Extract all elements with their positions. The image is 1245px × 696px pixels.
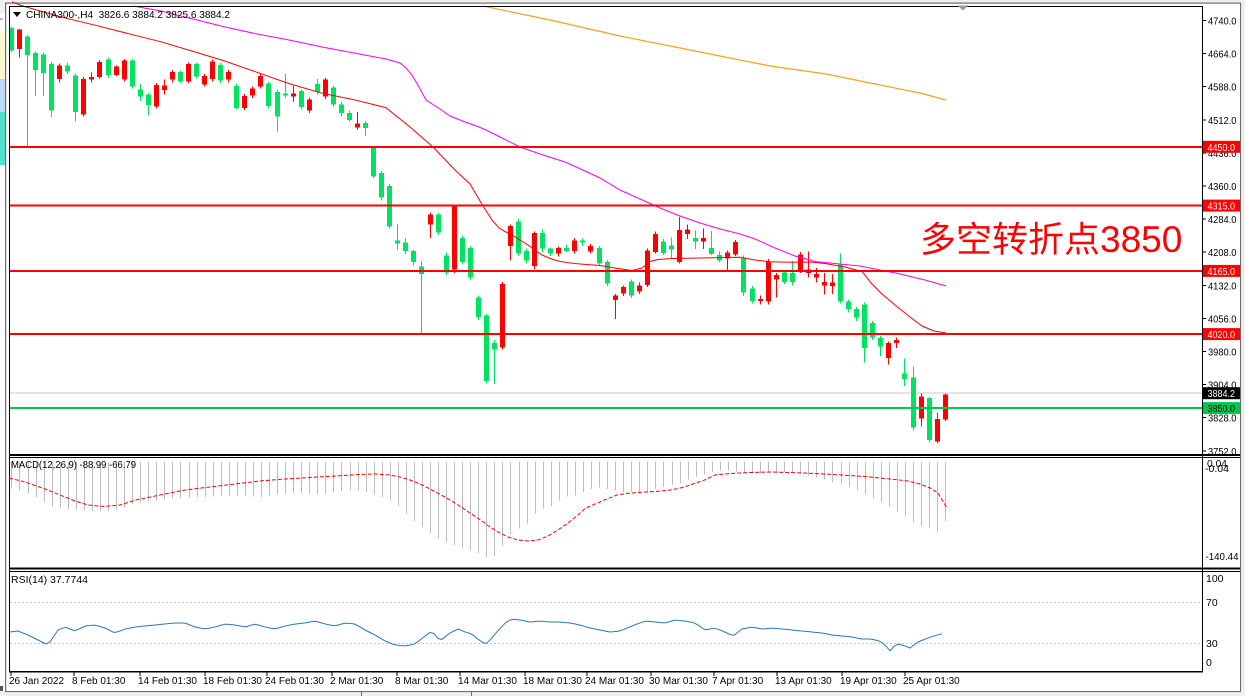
svg-text:4664.0: 4664.0 xyxy=(1208,49,1237,61)
svg-text:30: 30 xyxy=(1206,638,1218,650)
svg-text:19 Apr 01:30: 19 Apr 01:30 xyxy=(840,676,897,687)
svg-text:2 Mar 01:30: 2 Mar 01:30 xyxy=(330,676,384,687)
svg-text:4360.0: 4360.0 xyxy=(1208,181,1237,193)
svg-text:4315.0: 4315.0 xyxy=(1208,201,1236,213)
svg-text:3752.0: 3752.0 xyxy=(1208,446,1237,458)
svg-text:8 Feb 01:30: 8 Feb 01:30 xyxy=(72,676,126,687)
svg-text:14 Feb 01:30: 14 Feb 01:30 xyxy=(138,676,197,687)
svg-text:18 Mar 01:30: 18 Mar 01:30 xyxy=(523,676,582,687)
svg-text:4208.0: 4208.0 xyxy=(1208,247,1237,259)
svg-text:4588.0: 4588.0 xyxy=(1208,82,1237,94)
svg-text:30 Mar 01:30: 30 Mar 01:30 xyxy=(649,676,708,687)
svg-text:4740.0: 4740.0 xyxy=(1208,16,1237,28)
svg-text:4284.0: 4284.0 xyxy=(1208,214,1237,226)
svg-text:13 Apr 01:30: 13 Apr 01:30 xyxy=(775,676,832,687)
svg-text:4056.0: 4056.0 xyxy=(1208,313,1237,325)
svg-text:4020.0: 4020.0 xyxy=(1208,329,1236,341)
svg-text:26 Jan 2022: 26 Jan 2022 xyxy=(9,676,64,687)
svg-text:3850: 3850 xyxy=(1100,219,1182,260)
svg-text:0.04: 0.04 xyxy=(1207,458,1227,470)
svg-text:18 Feb 01:30: 18 Feb 01:30 xyxy=(203,676,262,687)
svg-text:-0.04: -0.04 xyxy=(1205,463,1229,475)
svg-text:7 Apr 01:30: 7 Apr 01:30 xyxy=(712,676,764,687)
svg-text:RSI(14) 37.7744: RSI(14) 37.7744 xyxy=(11,574,88,586)
svg-text:0: 0 xyxy=(1206,657,1212,669)
svg-text:-140.44: -140.44 xyxy=(1206,551,1239,563)
svg-text:14 Mar 01:30: 14 Mar 01:30 xyxy=(458,676,517,687)
svg-text:3850.0: 3850.0 xyxy=(1208,403,1236,415)
svg-text:CHINA300-,H4 3826.6 3884.2 38: CHINA300-,H4 3826.6 3884.2 3825.6 3884.2 xyxy=(26,9,230,21)
svg-text:MACD(12,26,9) -88.99 -66.79: MACD(12,26,9) -88.99 -66.79 xyxy=(11,459,136,471)
svg-text:4512.0: 4512.0 xyxy=(1208,115,1237,127)
svg-text:70: 70 xyxy=(1206,597,1218,609)
svg-text:3884.2: 3884.2 xyxy=(1208,388,1236,400)
svg-text:4132.0: 4132.0 xyxy=(1208,280,1237,292)
svg-text:25 Apr 01:30: 25 Apr 01:30 xyxy=(903,676,960,687)
svg-text:8 Mar 01:30: 8 Mar 01:30 xyxy=(395,676,449,687)
svg-text:3980.0: 3980.0 xyxy=(1208,347,1237,359)
svg-text:100: 100 xyxy=(1206,573,1224,585)
svg-text:4165.0: 4165.0 xyxy=(1208,266,1236,278)
svg-text:4450.0: 4450.0 xyxy=(1208,142,1236,154)
svg-text:24 Feb 01:30: 24 Feb 01:30 xyxy=(265,676,324,687)
svg-text:3828.0: 3828.0 xyxy=(1208,413,1237,425)
svg-text:24 Mar 01:30: 24 Mar 01:30 xyxy=(585,676,644,687)
